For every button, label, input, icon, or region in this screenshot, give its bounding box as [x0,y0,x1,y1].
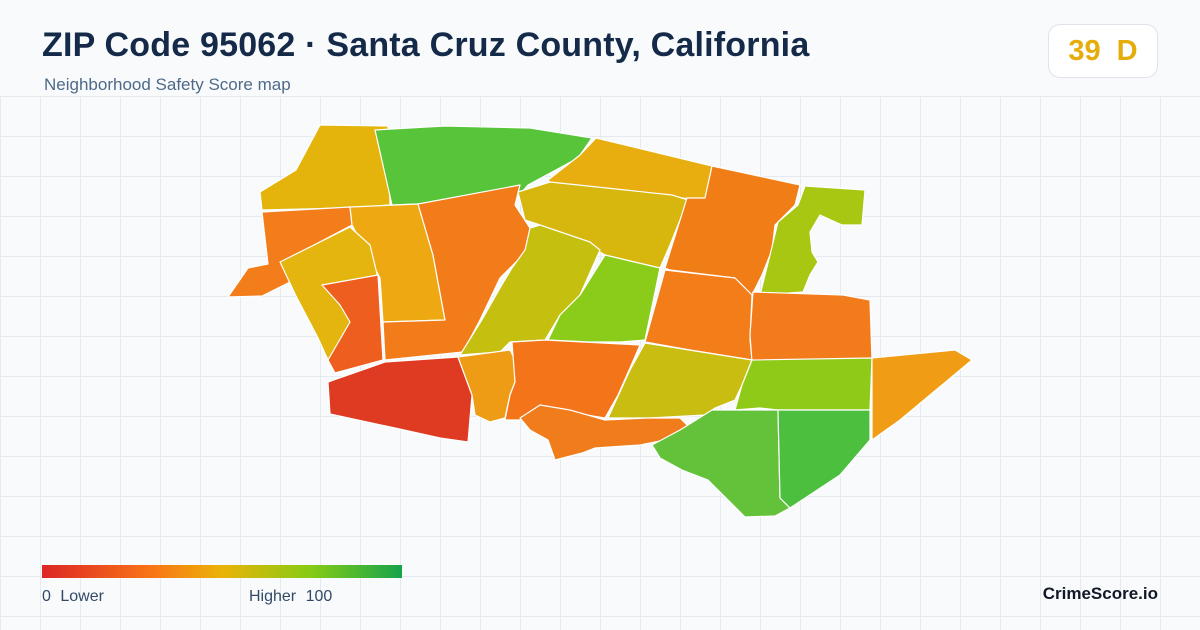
map-region[interactable] [734,357,873,411]
brand-logo-text[interactable]: CrimeScore.io [1042,584,1158,603]
map-region[interactable] [327,356,473,443]
legend-high-label: Higher 100 [249,588,333,605]
map-region[interactable] [459,224,601,356]
legend-gradient-bar [42,565,402,578]
safety-score-value: 39 [1068,34,1101,67]
safety-score-grade: D [1116,34,1138,67]
safety-score-badge: 39 D [1048,24,1158,78]
page-title: ZIP Code 95062 · Santa Cruz County, Cali… [42,26,810,64]
legend-low-label: 0 Lower [42,588,104,605]
map-region[interactable] [871,349,973,441]
page-subtitle: Neighborhood Safety Score map [44,75,291,94]
map-region[interactable] [259,124,391,211]
map-region[interactable] [749,291,873,363]
map-region[interactable] [777,409,871,509]
map-region[interactable] [382,184,531,361]
map-region[interactable] [759,185,866,296]
map-region[interactable] [321,274,384,374]
header: ZIP Code 95062 · Santa Cruz County, Cali… [0,0,1200,96]
